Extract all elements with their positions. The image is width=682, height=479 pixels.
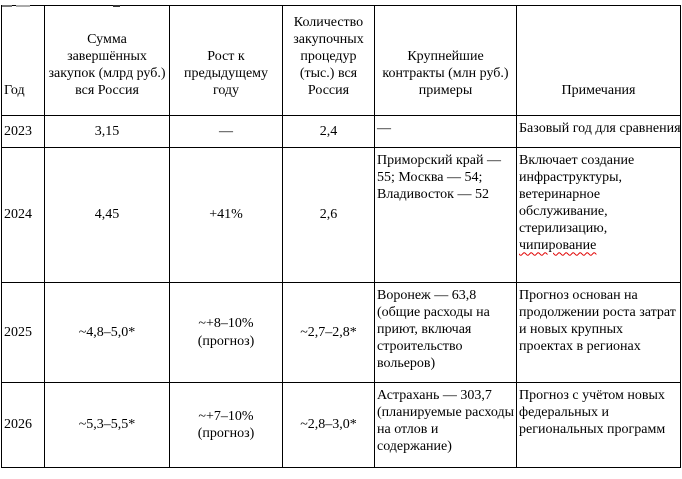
count-cell: 2,4	[282, 115, 375, 148]
contracts-cell: —	[374, 115, 517, 148]
notes-text: Включает создание инфраструктуры, ветери…	[519, 153, 635, 237]
header-year: Год	[1, 5, 45, 116]
procurement-table: Год Сумма завершённых закупок (млрд руб.…	[1, 5, 681, 468]
contracts-cell: Воронеж — 63,8 (общие расходы на приют, …	[374, 282, 517, 383]
sum-cell: ~5,3–5,5*	[44, 382, 170, 468]
contracts-cell: Приморский край — 55; Москва — 54; Влади…	[374, 147, 517, 283]
count-cell: ~2,7–2,8*	[282, 282, 375, 383]
notes-cell: Базовый год для сравнения	[516, 115, 681, 148]
sum-cell: ~4,8–5,0*	[44, 282, 170, 383]
header-growth: Рост к предыдущему году	[169, 5, 283, 116]
header-contracts: Крупнейшие контракты (млн руб.) примеры	[374, 5, 517, 116]
notes-cell: Включает создание инфраструктуры, ветери…	[516, 147, 681, 283]
misspelled-word: чипирование	[519, 238, 597, 254]
count-cell: ~2,8–3,0*	[282, 382, 375, 468]
year-cell: 2026	[1, 382, 45, 468]
header-notes: Примечания	[516, 5, 681, 116]
table-row-2025: 2025 ~4,8–5,0* ~+8–10% (прогноз) ~2,7–2,…	[1, 282, 681, 383]
growth-cell: ~+8–10% (прогноз)	[169, 282, 283, 383]
notes-cell: Прогноз с учётом новых федеральных и рег…	[516, 382, 681, 468]
year-cell: 2025	[1, 282, 45, 383]
table-header-row: Год Сумма завершённых закупок (млрд руб.…	[1, 5, 681, 116]
count-cell: 2,6	[282, 147, 375, 283]
clipped-text-artifact	[2, 5, 402, 8]
table-row-2026: 2026 ~5,3–5,5* ~+7–10% (прогноз) ~2,8–3,…	[1, 382, 681, 468]
growth-cell: ~+7–10% (прогноз)	[169, 382, 283, 468]
growth-cell: —	[169, 115, 283, 148]
year-cell: 2023	[1, 115, 45, 148]
sum-cell: 3,15	[44, 115, 170, 148]
sum-cell: 4,45	[44, 147, 170, 283]
header-count: Количество закупочных процедур (тыс.) вс…	[282, 5, 375, 116]
table-row-2023: 2023 3,15 — 2,4 — Базовый год для сравне…	[1, 115, 681, 148]
growth-cell: +41%	[169, 147, 283, 283]
notes-cell: Прогноз основан на продолжении роста зат…	[516, 282, 681, 383]
year-cell: 2024	[1, 147, 45, 283]
contracts-cell: Астрахань — 303,7 (планируемые расходы н…	[374, 382, 517, 468]
header-sum: Сумма завершённых закупок (млрд руб.) вс…	[44, 5, 170, 116]
table-row-2024: 2024 4,45 +41% 2,6 Приморский край — 55;…	[1, 147, 681, 283]
